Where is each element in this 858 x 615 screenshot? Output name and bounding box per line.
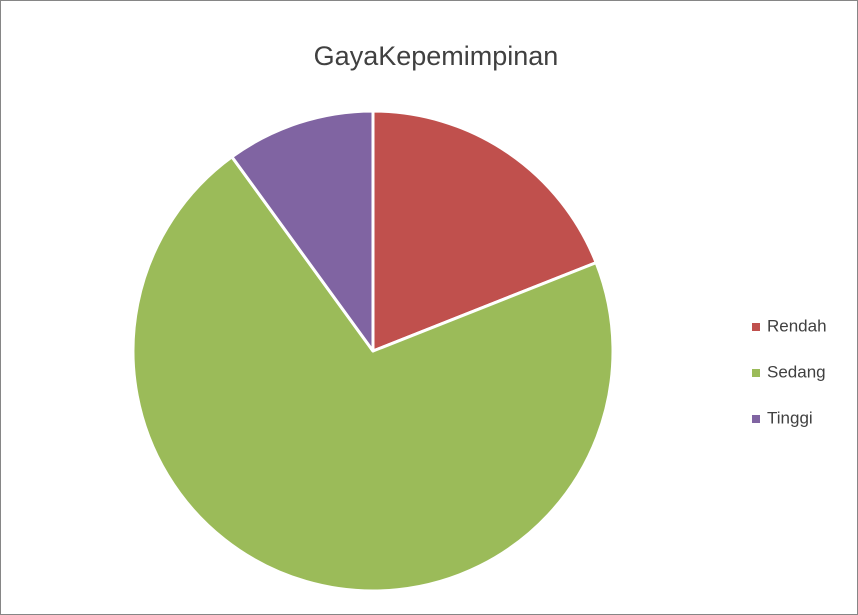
legend-swatch	[752, 415, 760, 423]
legend-label: Tinggi	[767, 408, 813, 427]
pie-slice	[131, 155, 615, 593]
legend-swatch	[752, 369, 760, 377]
legend-label: Rendah	[767, 316, 827, 335]
chart-title: GayaKepemimpinan	[314, 41, 559, 71]
legend-swatch	[752, 323, 760, 331]
pie-slice	[371, 109, 598, 353]
pie-slice	[230, 109, 375, 353]
legend-label: Sedang	[767, 362, 826, 381]
